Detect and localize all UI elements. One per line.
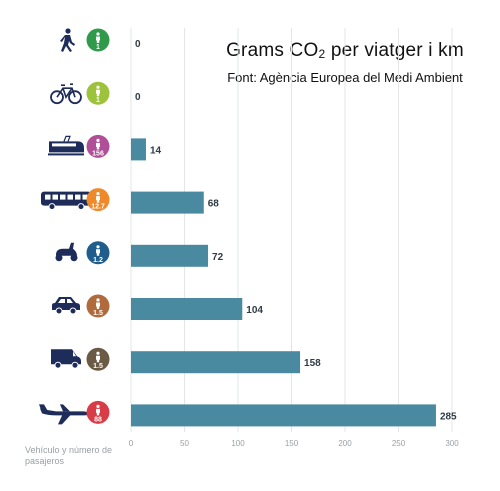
x-tick-label: 50 xyxy=(180,439,189,448)
bar-value-label: 285 xyxy=(440,411,457,422)
bar-value-label: 68 xyxy=(208,199,220,210)
bar xyxy=(131,404,436,427)
x-tick-label: 100 xyxy=(231,439,245,448)
badge-passengers-label: 12.7 xyxy=(91,204,105,211)
bar xyxy=(131,191,204,214)
airplane-icon xyxy=(39,404,90,425)
person-icon xyxy=(96,249,100,256)
person-icon xyxy=(96,351,100,355)
badge-passengers-label: 1.2 xyxy=(93,257,103,264)
passenger-badge: 1 xyxy=(86,28,110,52)
chart-title-subscript: 2 xyxy=(318,47,326,61)
x-tick-label: 300 xyxy=(445,439,459,448)
passenger-badge: 1.5 xyxy=(86,347,110,371)
van-icon xyxy=(51,349,81,369)
bicycle-icon xyxy=(50,83,82,105)
chart-title-prefix: Grams CO xyxy=(226,40,319,61)
badge-passengers-label: 156 xyxy=(92,150,104,157)
person-icon xyxy=(96,89,100,97)
person-icon xyxy=(96,355,100,363)
bar-value-label: 104 xyxy=(246,305,263,316)
person-icon xyxy=(96,196,100,203)
bar-value-label: 0 xyxy=(135,39,141,50)
x-tick-label: 200 xyxy=(338,439,352,448)
train-icon xyxy=(48,135,84,156)
person-icon xyxy=(96,408,100,416)
person-icon xyxy=(96,32,100,36)
passenger-badge: 156 xyxy=(86,134,110,158)
person-icon xyxy=(96,138,100,142)
walking-icon xyxy=(60,28,75,52)
x-tick-label: 0 xyxy=(129,439,134,448)
person-icon xyxy=(96,142,100,150)
passenger-badge: 1.2 xyxy=(86,241,110,265)
person-icon xyxy=(96,302,100,309)
badge-passengers-label: 88 xyxy=(94,416,102,423)
badge-passengers-label: 1.5 xyxy=(93,310,103,317)
car-icon xyxy=(52,297,80,315)
axis-caption: pasajeros xyxy=(25,456,65,466)
chart-title-suffix: per viatger i km xyxy=(325,40,464,61)
x-tick-label: 150 xyxy=(285,439,299,448)
person-icon xyxy=(96,404,100,408)
bus-icon xyxy=(41,191,91,211)
passenger-badge: 1.5 xyxy=(86,294,110,318)
bar xyxy=(131,298,243,320)
passenger-badge: 1 xyxy=(86,81,110,105)
person-icon xyxy=(96,36,100,43)
bar-value-label: 72 xyxy=(212,252,224,263)
axis-caption: Vehículo y número de xyxy=(25,445,112,455)
bar-value-label: 14 xyxy=(150,145,162,156)
passenger-badge: 12.7 xyxy=(86,188,110,212)
badge-passengers-label: 1 xyxy=(96,44,100,51)
person-icon xyxy=(96,85,100,89)
bar-value-label: 158 xyxy=(304,358,321,369)
person-icon xyxy=(96,192,100,196)
badge-passengers-label: 1.5 xyxy=(93,363,103,370)
person-icon xyxy=(96,245,100,249)
badge-passengers-label: 1 xyxy=(96,97,100,104)
bar xyxy=(131,138,146,161)
bar xyxy=(131,351,301,374)
person-icon xyxy=(96,298,100,302)
x-tick-label: 250 xyxy=(392,439,406,448)
bar xyxy=(131,244,209,267)
scooter-icon xyxy=(55,242,78,262)
passenger-badge: 88 xyxy=(86,400,110,424)
chart-title: Grams CO2 per viatger i km xyxy=(210,40,480,62)
bar-value-label: 0 xyxy=(135,92,141,103)
